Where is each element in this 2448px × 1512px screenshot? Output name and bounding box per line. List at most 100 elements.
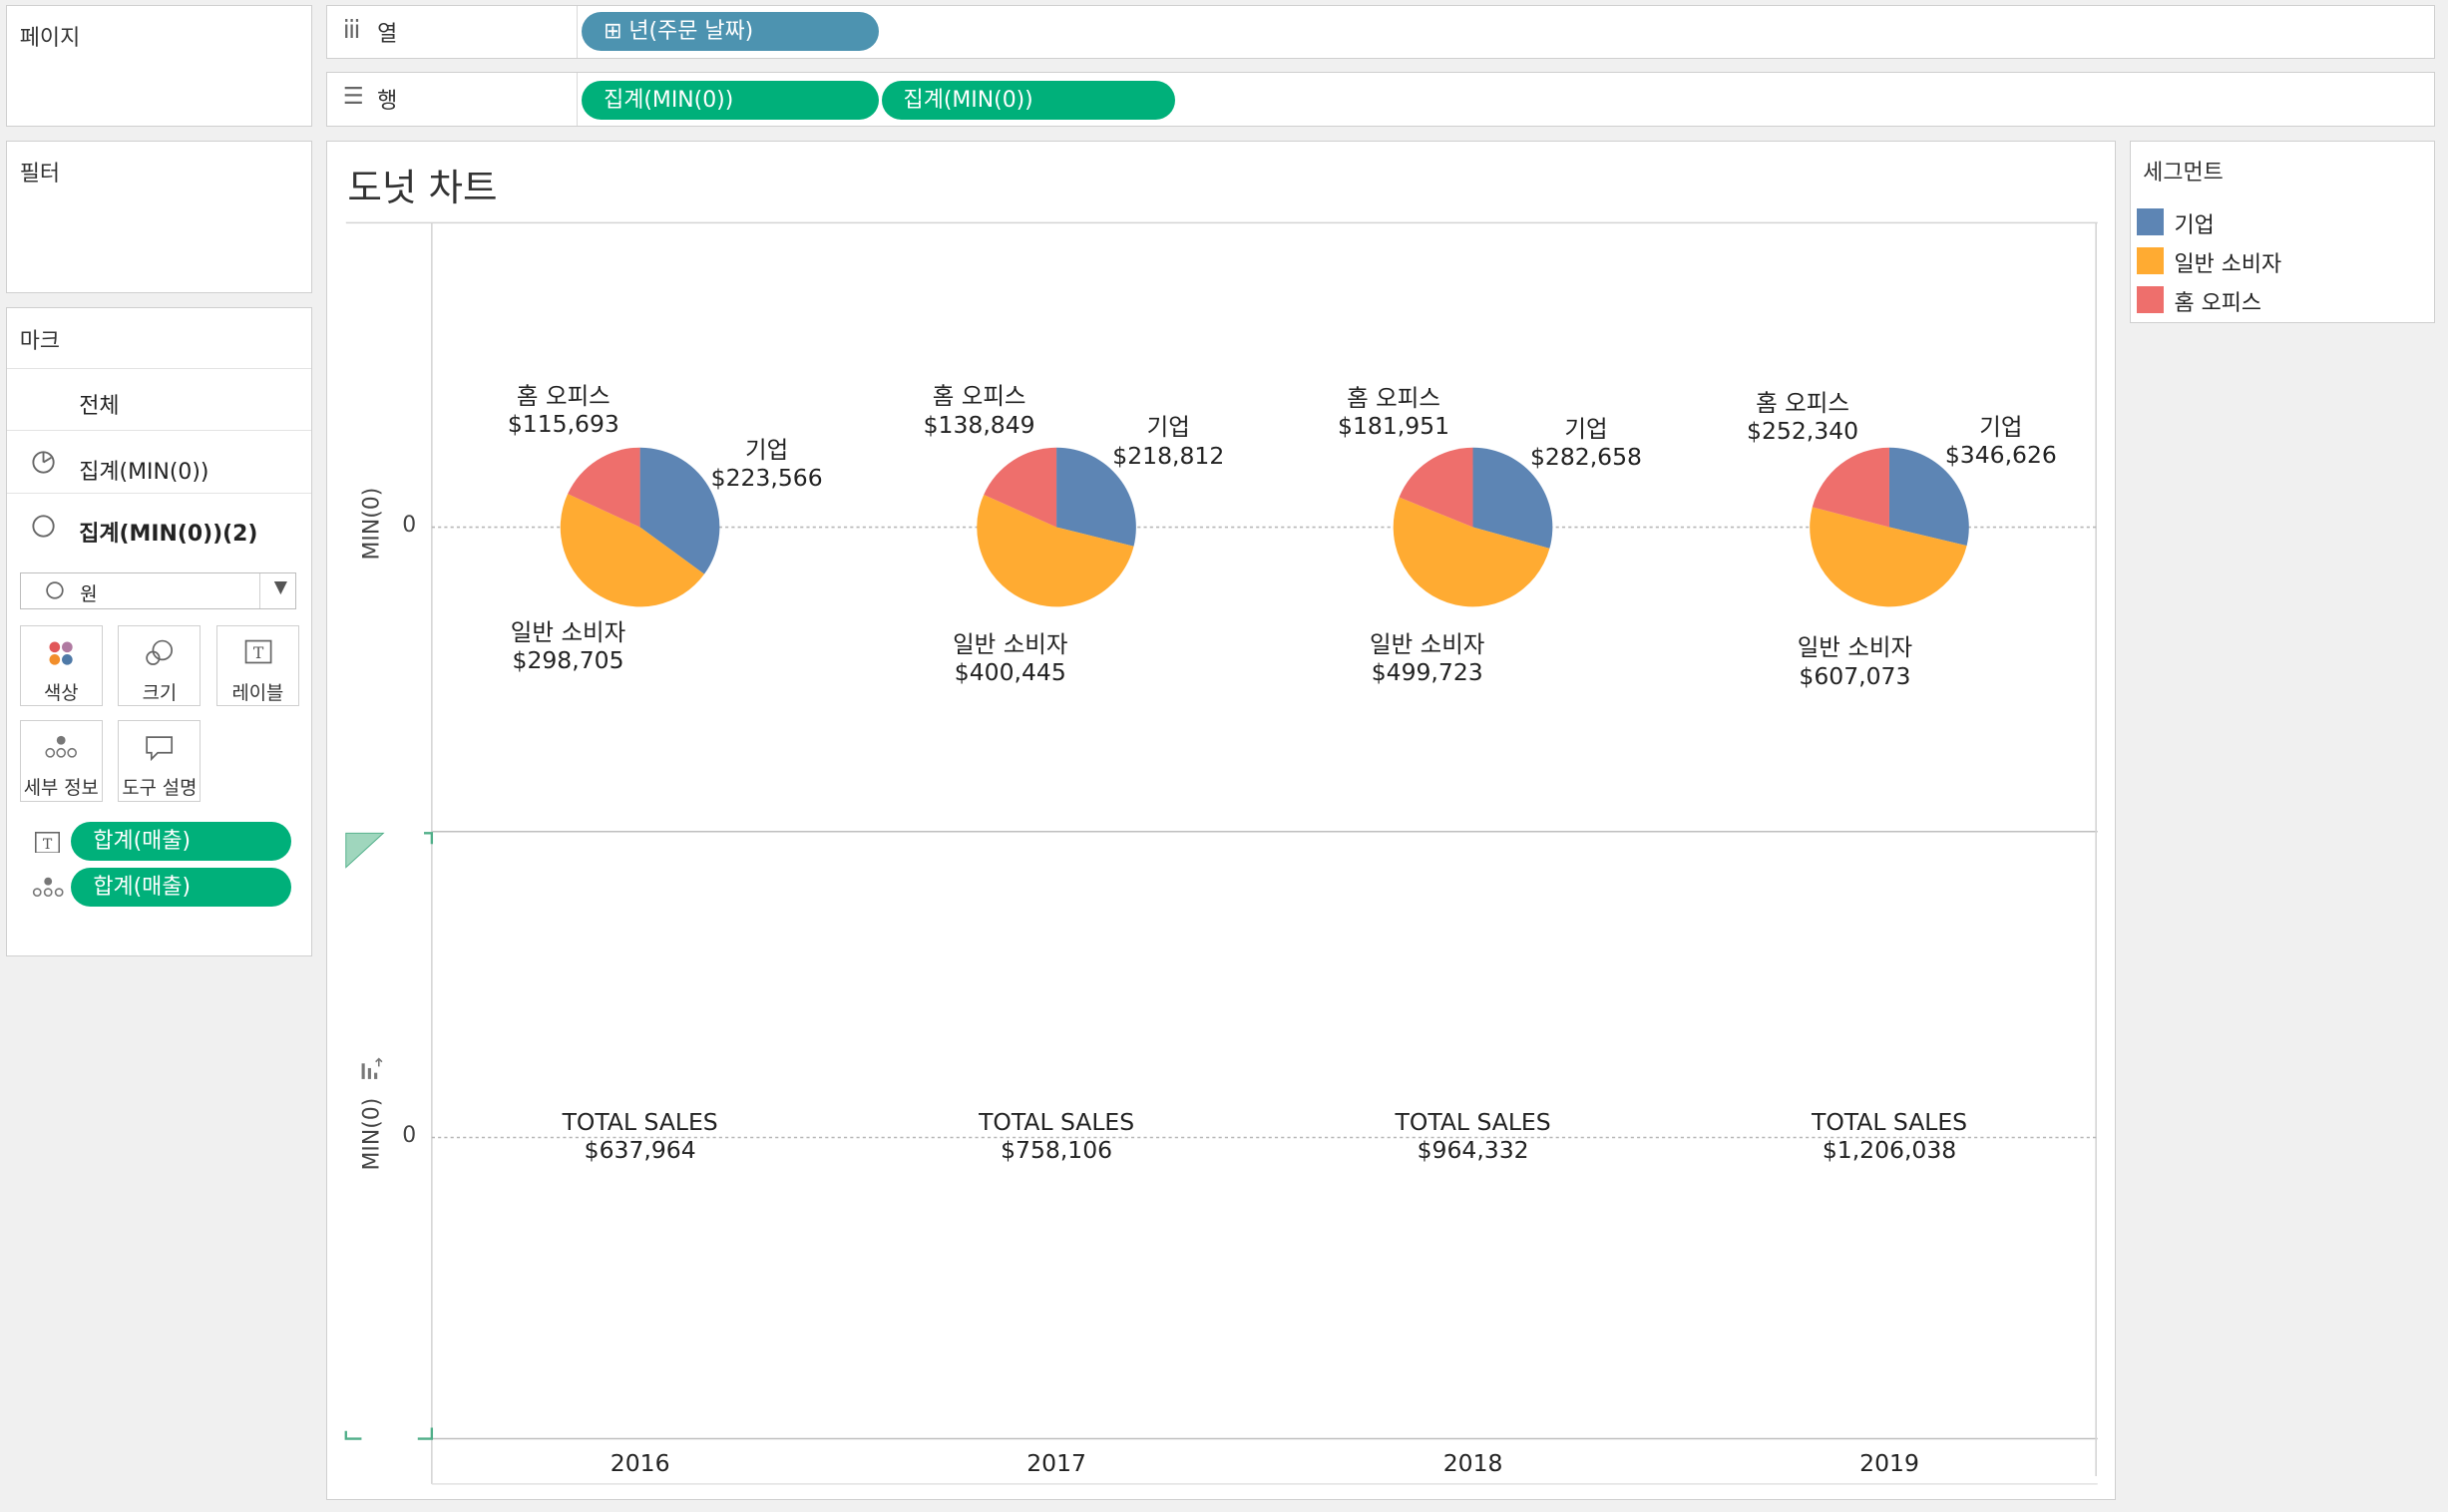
- y-axis-tick-bottom: 0: [402, 1123, 417, 1149]
- slice-label-value-corporate-2017: $218,812: [1112, 441, 1225, 470]
- pie-slice-home-office-2016[interactable]: [568, 447, 640, 528]
- slice-label-value-consumer-2019: $607,073: [1799, 661, 1911, 690]
- pie-slice-home-office-2019[interactable]: [1812, 447, 1890, 528]
- tooltip-card[interactable]: 도구 설명: [118, 720, 202, 802]
- pie-slice-consumer-2018[interactable]: [1393, 497, 1550, 607]
- legend-title: 세그먼트: [2143, 160, 2224, 186]
- slice-label-name-consumer-2019: 일반 소비자: [1797, 633, 1913, 662]
- slice-label-name-consumer-2016: 일반 소비자: [510, 618, 626, 647]
- text-t-icon: T: [244, 639, 272, 663]
- pie-slice-corporate-2018[interactable]: [1472, 447, 1553, 549]
- detail-card-label: 세부 정보: [23, 778, 99, 800]
- svg-text:T: T: [252, 642, 263, 661]
- marks-tab-layer1-label: 집계(MIN(0)): [79, 459, 209, 485]
- circle-mark-icon: [46, 581, 64, 599]
- slice-label-name-corporate-2017: 기업: [1146, 413, 1190, 442]
- detail-field-pill[interactable]: 합계(매출): [71, 867, 292, 907]
- pie-mark-icon: [32, 451, 55, 474]
- sort-icon[interactable]: [360, 1057, 385, 1082]
- slice-label-name-home-office-2016: 홈 오피스: [516, 381, 611, 410]
- legend-label-consumer: 일반 소비자: [2174, 252, 2282, 278]
- total-sales-title-2017: TOTAL SALES: [979, 1107, 1135, 1136]
- pages-card[interactable]: 페이지: [6, 4, 312, 127]
- pie-slice-home-office-2017[interactable]: [984, 447, 1057, 528]
- size-card-label: 크기: [142, 682, 178, 704]
- color-card[interactable]: 색상: [19, 624, 103, 707]
- total-sales-value-2017: $758,106: [1001, 1135, 1113, 1164]
- label-card[interactable]: T 레이블: [215, 624, 299, 707]
- total-sales-title-2018: TOTAL SALES: [1395, 1107, 1551, 1136]
- marks-tab-all-label: 전체: [79, 394, 120, 420]
- pie-slice-corporate-2017[interactable]: [1056, 447, 1136, 547]
- pie-slice-consumer-2019[interactable]: [1810, 507, 1967, 607]
- dropdown-divider: [259, 572, 260, 609]
- rows-pill-2[interactable]: 집계(MIN(0)): [881, 80, 1175, 120]
- pie-slice-consumer-2017[interactable]: [977, 494, 1134, 607]
- x-axis-tick-label-2019: 2019: [1859, 1449, 1919, 1478]
- total-sales-value-2019: $1,206,038: [1822, 1135, 1957, 1164]
- axis-resize-handle: [345, 832, 385, 869]
- detail-dots-icon: [32, 877, 64, 897]
- slice-label-value-home-office-2018: $181,951: [1338, 411, 1450, 440]
- size-circles-icon: [146, 639, 174, 665]
- legend-swatch-corporate: [2136, 208, 2164, 235]
- detail-dots-icon: [45, 735, 78, 758]
- x-axis-tick-label-2016: 2016: [610, 1449, 670, 1478]
- pie-slice-corporate-2019[interactable]: [1889, 447, 1969, 546]
- marks-card: 마크 전체 집계(MIN(0)) 집계(MIN(0))(2) 원 ▼ 색상: [6, 307, 312, 957]
- mark-type-label: 원: [80, 584, 98, 606]
- chart-svg: [344, 221, 2098, 1485]
- slice-label-name-corporate-2018: 기업: [1564, 414, 1608, 443]
- columns-shelf[interactable]: iii 열 ⊞ 년(주문 날짜): [326, 4, 2436, 60]
- marks-tab-all[interactable]: 전체: [7, 367, 312, 431]
- slice-label-value-home-office-2017: $138,849: [923, 410, 1035, 439]
- circle-mark-icon: [32, 515, 55, 538]
- pages-card-title: 페이지: [19, 26, 81, 52]
- marks-card-title: 마크: [19, 328, 61, 354]
- slice-label-value-home-office-2016: $115,693: [507, 410, 619, 439]
- labels-layer: 2016 기업 $223,566 일반 소비자 $298,705 홈 오피스 $115,69…: [327, 142, 2113, 1498]
- slice-label-name-corporate-2016: 기업: [745, 436, 789, 465]
- columns-shelf-label-area: iii 열: [327, 5, 579, 59]
- chevron-down-icon: ▼: [273, 577, 287, 598]
- slice-label-value-corporate-2019: $346,626: [1944, 441, 2057, 470]
- marks-tab-layer2-label: 집계(MIN(0))(2): [79, 522, 258, 548]
- legend-swatch-consumer: [2136, 247, 2164, 274]
- speech-bubble-icon: [146, 736, 174, 762]
- year-order-date-pill[interactable]: ⊞ 년(주문 날짜): [582, 11, 879, 52]
- slice-label-name-home-office-2018: 홈 오피스: [1347, 383, 1440, 412]
- axis-corner-marker-bottom: [344, 1427, 434, 1440]
- slice-label-value-corporate-2016: $223,566: [710, 464, 823, 493]
- svg-text:T: T: [43, 837, 53, 853]
- slice-label-value-consumer-2018: $499,723: [1371, 658, 1483, 687]
- color-card-label: 색상: [43, 682, 79, 704]
- pie-slice-corporate-2016[interactable]: [639, 447, 720, 574]
- total-sales-value-2016: $637,964: [584, 1135, 696, 1164]
- total-sales-value-2018: $964,332: [1417, 1135, 1529, 1164]
- marks-tab-layer1[interactable]: 집계(MIN(0)): [7, 430, 312, 493]
- slice-label-value-consumer-2017: $400,445: [954, 658, 1066, 687]
- x-axis-tick-label-2018: 2018: [1442, 1449, 1503, 1478]
- rows-shelf[interactable]: ☰ 행 집계(MIN(0)) 집계(MIN(0)): [326, 71, 2436, 127]
- segment-legend: 세그먼트 기업 일반 소비자 홈 오피스: [2129, 140, 2436, 323]
- slice-label-value-consumer-2016: $298,705: [512, 646, 624, 675]
- marks-tab-layer2[interactable]: 집계(MIN(0))(2): [7, 492, 312, 556]
- axis-corner-marker: [424, 831, 434, 845]
- rows-pill-1[interactable]: 집계(MIN(0)): [582, 80, 879, 120]
- slice-label-value-home-office-2019: $252,340: [1747, 417, 1859, 446]
- slice-label-name-corporate-2019: 기업: [1979, 412, 2023, 441]
- label-field-pill[interactable]: 합계(매출): [71, 822, 292, 862]
- marks-layer: [560, 447, 1969, 607]
- filters-card[interactable]: 필터: [6, 140, 312, 294]
- pie-slice-home-office-2018[interactable]: [1399, 447, 1473, 528]
- mark-type-dropdown[interactable]: 원 ▼: [19, 571, 296, 610]
- pie-slice-consumer-2016[interactable]: [560, 494, 705, 607]
- rows-shelf-label: 행: [377, 88, 398, 114]
- legend-swatch-home-office: [2136, 286, 2164, 313]
- text-t-icon: T: [35, 831, 61, 854]
- size-card[interactable]: 크기: [118, 624, 202, 707]
- worksheet-title: 도넛 차트: [347, 166, 498, 210]
- tooltip-card-label: 도구 설명: [122, 778, 198, 800]
- detail-card[interactable]: 세부 정보: [19, 720, 103, 802]
- rows-shelf-label-area: ☰ 행: [327, 72, 579, 126]
